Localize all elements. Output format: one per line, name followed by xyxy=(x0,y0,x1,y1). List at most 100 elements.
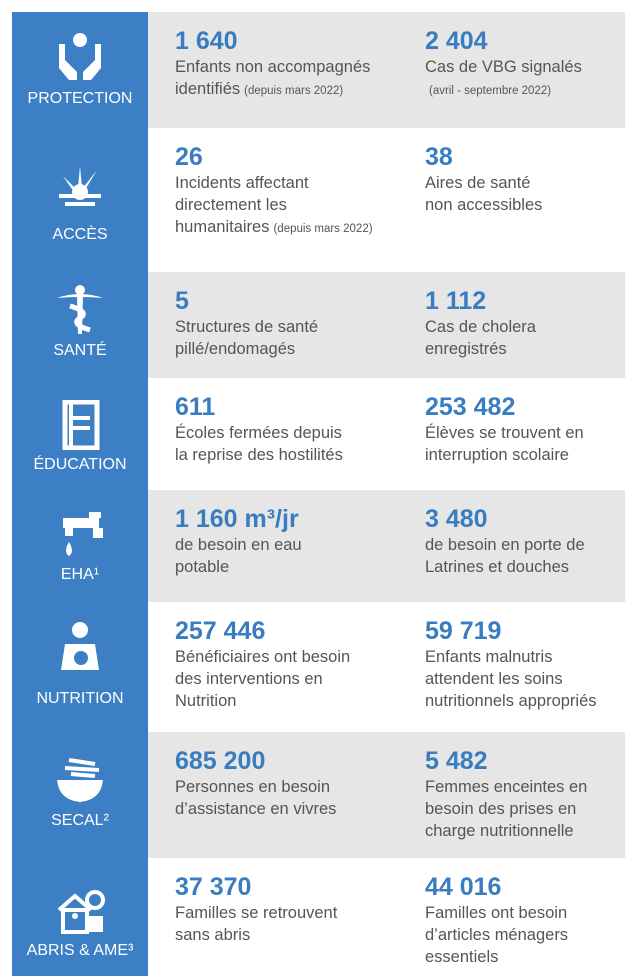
stat-description: Élèves se trouvent en interruption scolai… xyxy=(425,422,625,466)
row-band xyxy=(148,272,625,378)
stat: 59 719 Enfants malnutris attendent les soi… xyxy=(425,616,625,712)
stat-value: 3 480 xyxy=(425,505,488,533)
description-line: Personnes en besoin xyxy=(175,778,331,796)
stat-description: Personnes en besoin d’assistance en vivre… xyxy=(175,776,397,820)
description-line: Écoles fermées depuis xyxy=(175,424,342,442)
stat-description: Écoles fermées depuis la reprise des host… xyxy=(175,422,397,466)
stat: 257 446 Bénéficiaires ont besoin des inter… xyxy=(175,616,397,712)
stat-value: 26 xyxy=(175,143,203,171)
sector-icon xyxy=(59,33,101,80)
sector-label: PROTECTION xyxy=(27,90,133,107)
stat-description: Femmes enceintes en besoin des prises en c… xyxy=(425,776,625,842)
stat-value: 38 xyxy=(425,143,453,171)
sector-row: NUTRITION 257 446 Bénéficiaires ont besoin… xyxy=(12,602,625,732)
description-line: Élèves se trouvent en xyxy=(425,424,584,442)
stat-value: 257 446 xyxy=(175,617,266,645)
stat-description: Cas de cholera enregistrés xyxy=(425,316,625,360)
sector-label: ABRIS & AME³ xyxy=(26,942,134,959)
sector-row: ABRIS & AME³ 37 370 Familles se retrouvent… xyxy=(12,858,625,976)
description-line: Cas de VBG signalés(avril - septembre 20… xyxy=(425,56,625,102)
description-line: Nutrition xyxy=(175,692,237,710)
description-line: de besoin en eau xyxy=(175,536,302,554)
stat-description: Enfants malnutris attendent les soins nutr… xyxy=(425,646,625,712)
sector-icon xyxy=(57,890,105,934)
description-line: nutritionnels appropriés xyxy=(425,692,597,710)
description-line: directement les xyxy=(175,196,287,214)
stat-value: 37 370 xyxy=(175,873,252,901)
stat-description: Incidents affectant directement les humani… xyxy=(175,172,397,240)
stat: 1 160 m³/jr de besoin en eau potable xyxy=(175,504,397,578)
sector-label: SECAL² xyxy=(51,812,109,829)
stat-value: 685 200 xyxy=(175,747,266,775)
stat: 5 482 Femmes enceintes en besoin des prise… xyxy=(425,746,625,842)
stat-value: 1 640 xyxy=(175,27,238,55)
sector-row: SECAL² 685 200 Personnes en besoin d’assist… xyxy=(12,732,625,858)
stat-description: Aires de santé non accessibles xyxy=(425,172,625,216)
sector-row: PROTECTION 1 640 Enfants non accompagnés id… xyxy=(12,12,625,128)
stat: 38 Aires de santé non accessibles xyxy=(425,142,625,216)
description-line: identifiés (depuis mars 2022) xyxy=(175,78,397,102)
sector-label: NUTRITION xyxy=(36,690,124,707)
sector-icon xyxy=(57,285,103,334)
sector-row: SANTÉ 5 Structures de santé pillé/endomagés… xyxy=(12,272,625,378)
sector-row: ACCÈS 26 Incidents affectant directement le… xyxy=(12,128,625,272)
sector-icon xyxy=(61,622,99,670)
stat-description: Cas de VBG signalés(avril - septembre 20… xyxy=(425,56,625,102)
description-line: charge nutritionnelle xyxy=(425,822,574,840)
description-line: la reprise des hostilités xyxy=(175,446,343,464)
stat-value: 2 404 xyxy=(425,27,488,55)
description-line: Enfants malnutris xyxy=(425,648,553,666)
description-line: Enfants non accompagnés xyxy=(175,58,371,76)
stat: 253 482 Élèves se trouvent en interruption… xyxy=(425,392,625,466)
description-line: Incidents affectant xyxy=(175,174,309,192)
description-line: Aires de santé xyxy=(425,174,531,192)
stat-description: Enfants non accompagnés identifiés (depuis… xyxy=(175,56,397,102)
description-line: non accessibles xyxy=(425,196,543,214)
description-line: Structures de santé xyxy=(175,318,319,336)
row-band xyxy=(148,12,625,128)
stat-note: (depuis mars 2022) xyxy=(273,223,373,235)
description-line: Femmes enceintes en xyxy=(425,778,588,796)
description-line: Cas de cholera xyxy=(425,318,536,336)
stat: 26 Incidents affectant directement les huma… xyxy=(175,142,397,240)
description-line: pillé/endomagés xyxy=(175,340,296,358)
description-line: Bénéficiaires ont besoin xyxy=(175,648,351,666)
description-line: sans abris xyxy=(175,926,251,944)
stat: 5 Structures de santé pillé/endomagés xyxy=(175,286,397,360)
stat-description: Familles se retrouvent sans abris xyxy=(175,902,397,946)
description-line: des interventions en xyxy=(175,670,323,688)
stat: 37 370 Familles se retrouvent sans abris xyxy=(175,872,397,946)
description-line: Familles se retrouvent xyxy=(175,904,338,922)
sector-row: EHA¹ 1 160 m³/jr de besoin en eau potable 3 … xyxy=(12,490,625,602)
sector-icon xyxy=(63,512,103,556)
row-band xyxy=(148,490,625,602)
stat-value: 44 016 xyxy=(425,873,502,901)
description-line: essentiels xyxy=(425,948,499,966)
stat-value: 5 xyxy=(175,287,189,315)
stat-description: Familles ont besoin d’articles ménagers es… xyxy=(425,902,625,968)
sector-icon xyxy=(59,166,101,206)
sector-label: ÉDUCATION xyxy=(33,456,127,473)
stat: 611 Écoles fermées depuis la reprise des h… xyxy=(175,392,397,466)
description-line: interruption scolaire xyxy=(425,446,569,464)
stat: 44 016 Familles ont besoin d’articles ména… xyxy=(425,872,625,968)
description-line: potable xyxy=(175,558,230,576)
stat-description: Structures de santé pillé/endomagés xyxy=(175,316,397,360)
sector-icon xyxy=(57,758,103,802)
stat-value: 253 482 xyxy=(425,393,516,421)
sector-icon xyxy=(62,400,100,450)
stat: 1 640 Enfants non accompagnés identifiés (d… xyxy=(175,26,397,102)
description-line: Familles ont besoin xyxy=(425,904,568,922)
stat-value: 1 112 xyxy=(425,287,487,315)
sector-label: EHA¹ xyxy=(60,566,100,583)
description-line: d’articles ménagers xyxy=(425,926,569,944)
sector-row: ÉDUCATION 611 Écoles fermées depuis la repr… xyxy=(12,378,625,490)
stat-value: 1 160 m³/jr xyxy=(175,505,299,533)
description-line: enregistrés xyxy=(425,340,507,358)
stat: 1 112 Cas de cholera enregistrés xyxy=(425,286,625,360)
description-line: attendent les soins xyxy=(425,670,563,688)
stat: 685 200 Personnes en besoin d’assistance e… xyxy=(175,746,397,820)
stat-note: (depuis mars 2022) xyxy=(244,85,344,97)
row-band xyxy=(148,732,625,858)
